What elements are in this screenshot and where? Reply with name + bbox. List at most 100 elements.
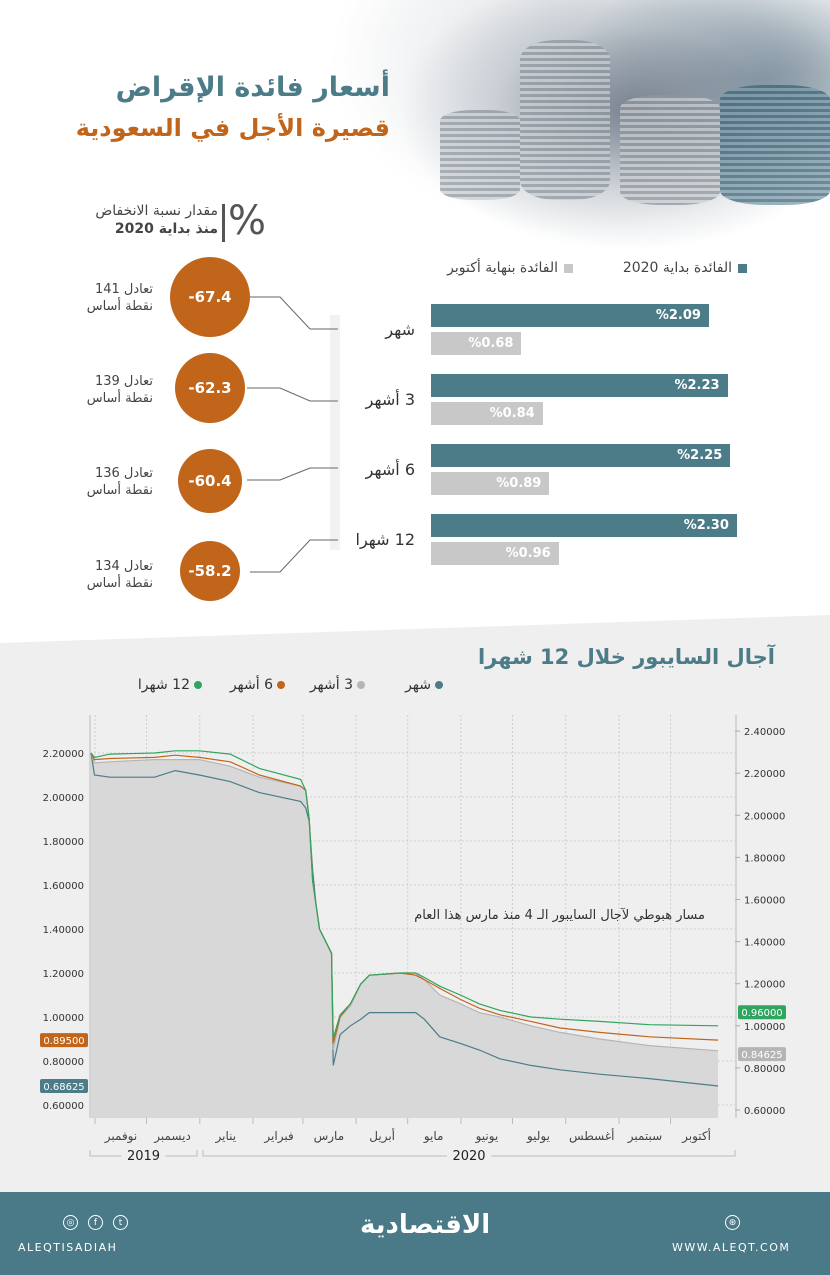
decline-circle: -58.2 <box>180 541 240 601</box>
y-right-tick-label: 1.60000 <box>744 896 785 907</box>
last-value-label: 0.89500 <box>43 1036 84 1047</box>
y-right-tick-label: 2.20000 <box>744 769 785 780</box>
legend-label: الفائدة بداية 2020 <box>622 260 732 276</box>
category-label: 3 أشهر <box>365 390 415 409</box>
bar-value-label: %0.84 <box>489 406 535 421</box>
line-chart: نوفمبر ديسمبر يناير فبراير مارس أبريل مايو يوني… <box>40 715 786 1164</box>
social-handle[interactable]: ALEQTISADIAH <box>18 1241 118 1254</box>
y-left-tick-label: 1.20000 <box>43 969 84 980</box>
decline-value: -58.2 <box>188 562 232 580</box>
bp-unit: نقطة أساس <box>86 576 153 591</box>
x-tick-label: سبتمبر <box>627 1129 662 1144</box>
decline-label-year: منذ بداية 2020 <box>114 221 218 237</box>
bar-start-2020: %2.23 <box>431 374 728 397</box>
basis-points-label: تعادل 141 نقطة أساس <box>87 281 153 315</box>
year-label: 2020 <box>452 1149 485 1164</box>
x-tick-label: يناير <box>215 1129 237 1144</box>
x-tick-label: مايو <box>423 1129 444 1144</box>
last-value-tag <box>738 1005 786 1020</box>
legend-label: الفائدة بنهاية أكتوبر <box>447 260 558 276</box>
legend-item-1m: شهر <box>405 677 443 693</box>
bar-value-label: %2.30 <box>683 518 729 533</box>
category-label: شهر <box>385 320 415 339</box>
bar-end-october: %0.84 <box>431 402 543 425</box>
legend-dot <box>277 681 285 689</box>
coin-stack-image <box>440 110 520 200</box>
bp-unit: نقطة أساس <box>86 299 153 314</box>
last-value-label: 0.96000 <box>741 1008 782 1019</box>
x-tick-label: نوفمبر <box>104 1129 137 1144</box>
percent-symbol: % <box>228 198 267 244</box>
coin-stack-image <box>720 85 830 205</box>
decline-circle: -67.4 <box>170 257 250 337</box>
legend-item-6m: 6 أشهر <box>230 677 285 693</box>
website-link[interactable]: WWW.ALEQT.COM <box>672 1241 791 1254</box>
basis-points-label: تعادل 139 نقطة أساس <box>87 373 153 407</box>
x-tick-label: يونيو <box>475 1129 499 1144</box>
bar-start-2020: %2.30 <box>431 514 737 537</box>
bar-value-label: %0.96 <box>505 546 551 561</box>
x-tick-label: أكتوبر <box>681 1128 711 1144</box>
line-chart-title: آجال السايبور خلال 12 شهرا <box>477 645 775 669</box>
instagram-icon[interactable]: ◎ <box>63 1215 78 1230</box>
y-right-tick-label: 2.40000 <box>744 727 785 738</box>
series-line-1m <box>90 752 719 1087</box>
x-tick-label: أغسطس <box>569 1128 614 1144</box>
series-line-3m <box>90 752 719 1052</box>
category-label: 6 أشهر <box>365 460 415 479</box>
chart-annotation: مسار هبوطي لآجال السايبور الـ 4 منذ مارس… <box>414 908 705 923</box>
legend-item-12m: 12 شهرا <box>138 677 202 693</box>
legend-item-start-2020: الفائدة بداية 2020 <box>623 260 747 276</box>
logo: الاقتصادية <box>360 1210 491 1240</box>
connector-lines <box>247 296 340 573</box>
shadow-strip <box>330 315 340 550</box>
legend-swatch <box>564 263 573 273</box>
section-corner <box>0 615 830 643</box>
y-right-tick-label: 0.80000 <box>744 1064 785 1075</box>
x-tick-label: فبراير <box>263 1129 293 1144</box>
y-left-tick-label: 1.00000 <box>43 1013 84 1024</box>
y-left-tick-label: 2.20000 <box>43 749 84 760</box>
bp-unit: نقطة أساس <box>86 391 153 406</box>
year-label-bg <box>447 1148 491 1162</box>
series-area-3m <box>91 753 719 1118</box>
legend-label: شهر <box>405 677 431 693</box>
year-label-bg <box>121 1148 166 1162</box>
legend-item-3m: 3 أشهر <box>310 677 365 693</box>
bp-unit: نقطة أساس <box>86 483 153 498</box>
bp-value: تعادل 141 <box>94 282 153 297</box>
last-value-tag <box>40 1079 88 1094</box>
footer <box>0 1192 830 1275</box>
y-right-tick-label: 1.80000 <box>744 853 785 864</box>
connector-line <box>250 296 338 330</box>
decline-value: -67.4 <box>188 288 232 306</box>
bar-value-label: %2.09 <box>655 308 701 323</box>
bp-value: تعادل 136 <box>94 466 153 481</box>
last-value-tag <box>738 1047 786 1062</box>
series-line-12m <box>90 750 719 1039</box>
bar-value-label: %0.89 <box>496 476 542 491</box>
bar-end-october: %0.96 <box>431 542 559 565</box>
y-left-tick-label: 0.60000 <box>43 1101 84 1112</box>
bar-value-label: %2.23 <box>674 378 720 393</box>
legend-label: 12 شهرا <box>137 677 190 693</box>
last-value-tag <box>40 1033 88 1048</box>
category-label: 12 شهرا <box>355 530 416 549</box>
coins-photo <box>330 0 830 260</box>
connector-line <box>247 387 338 402</box>
y-right-tick-label: 1.40000 <box>744 938 785 949</box>
twitter-icon[interactable]: t <box>113 1215 128 1230</box>
y-right-tick-label: 1.20000 <box>744 980 785 991</box>
x-tick-label: يوليو <box>526 1129 550 1144</box>
legend-label: 3 أشهر <box>309 677 353 693</box>
basis-points-label: تعادل 136 نقطة أساس <box>87 465 153 499</box>
y-right-tick-label: 2.00000 <box>744 811 785 822</box>
basis-points-label: تعادل 134 نقطة أساس <box>87 558 153 592</box>
facebook-icon[interactable]: f <box>88 1215 103 1230</box>
coin-stack-image <box>620 95 720 205</box>
globe-icon: ⊛ <box>725 1215 740 1230</box>
legend-dot <box>357 681 365 689</box>
y-left-tick-label: 1.40000 <box>43 925 84 936</box>
bp-value: تعادل 134 <box>94 559 153 574</box>
decline-value: -60.4 <box>188 472 232 490</box>
